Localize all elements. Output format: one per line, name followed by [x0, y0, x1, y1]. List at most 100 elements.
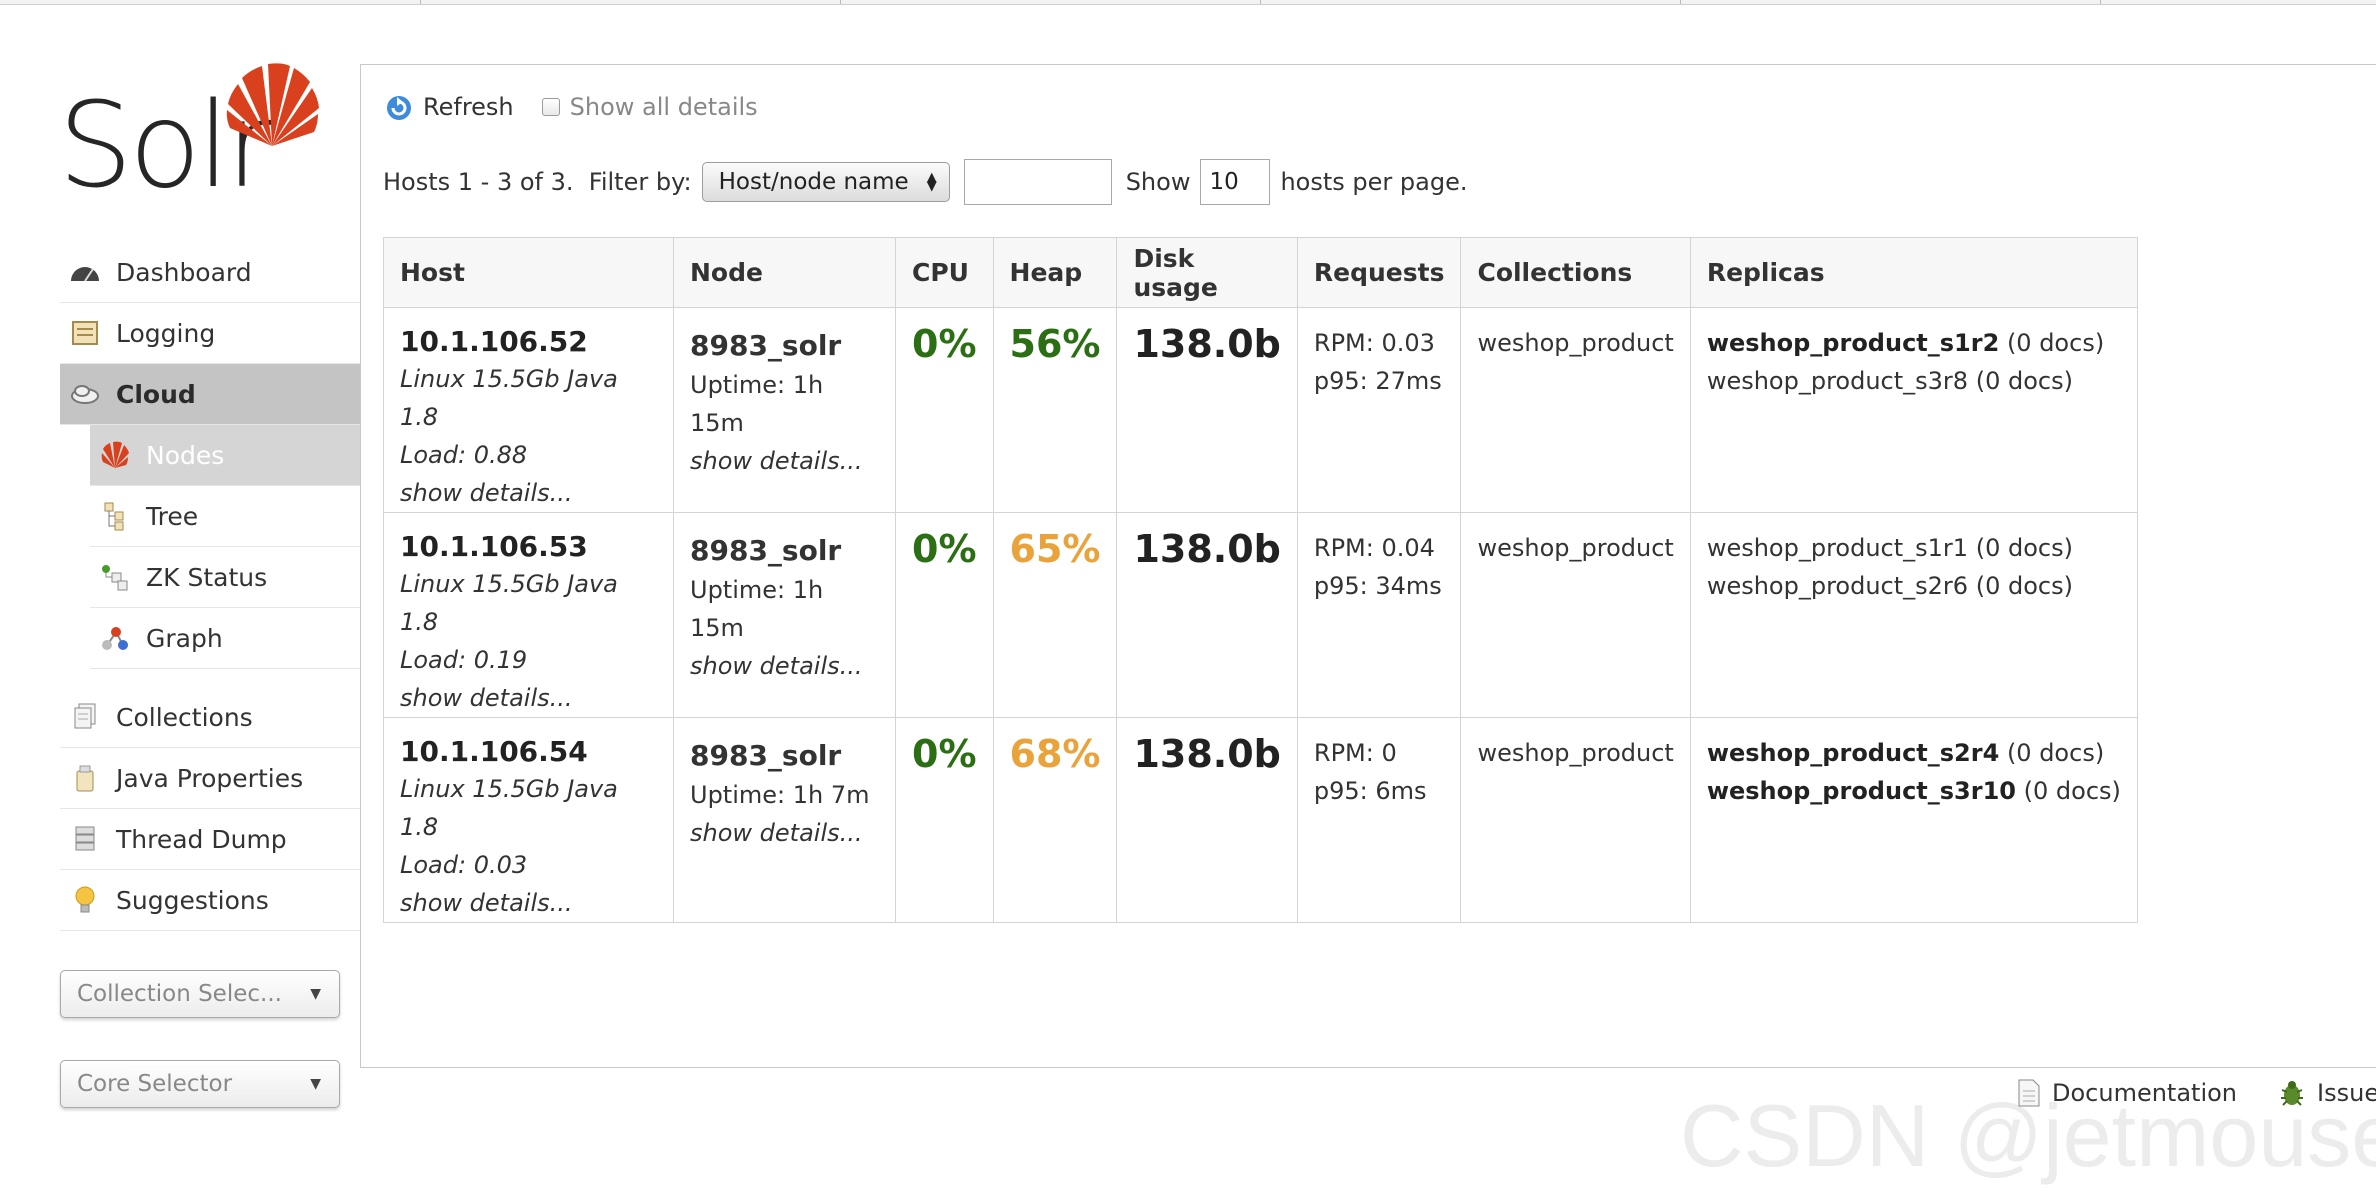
node-name: 8983_solr	[690, 534, 842, 567]
collection-link[interactable]: weshop_product	[1477, 329, 1674, 357]
collections-cell: weshop_product	[1460, 307, 1691, 513]
column-header-disk-usage[interactable]: Disk usage	[1116, 237, 1298, 308]
column-header-requests[interactable]: Requests	[1296, 237, 1462, 308]
java-properties-icon	[68, 761, 102, 795]
collection-link[interactable]: weshop_product	[1477, 739, 1674, 767]
refresh-button[interactable]: Refresh	[423, 93, 514, 121]
node-cell: 8983_solr Uptime: 1h 7m show details...	[673, 717, 896, 923]
replica-item[interactable]: weshop_product_s2r6 (0 docs)	[1707, 567, 2121, 605]
requests-cell: RPM: 0 p95: 6ms	[1296, 717, 1462, 923]
collection-link[interactable]: weshop_product	[1477, 534, 1674, 562]
sidebar-item-zk-status[interactable]: ZK Status	[90, 547, 360, 608]
sidebar-item-label: Suggestions	[116, 885, 269, 915]
disk-cell: 138.0b	[1116, 512, 1298, 718]
host-cell: 10.1.106.54 Linux 15.5Gb Java 1.8 Load: …	[383, 717, 674, 923]
disk-cell: 138.0b	[1116, 307, 1298, 513]
node-show-details-link[interactable]: show details...	[690, 652, 863, 680]
replica-docs: (0 docs)	[2006, 739, 2105, 767]
replica-docs: (0 docs)	[2006, 329, 2105, 357]
requests-rpm: RPM: 0.04	[1313, 534, 1435, 562]
sidebar-item-cloud[interactable]: Cloud	[60, 364, 360, 425]
sidebar-item-label: ZK Status	[146, 562, 268, 592]
disk-value: 138.0b	[1133, 732, 1281, 776]
host-show-details-link[interactable]: show details...	[400, 479, 573, 507]
heap-cell: 56%	[992, 307, 1118, 513]
solr-nodes-icon	[98, 438, 132, 472]
sidebar-item-java-properties[interactable]: Java Properties	[60, 748, 360, 809]
node-name: 8983_solr	[690, 329, 842, 362]
cpu-cell: 0%	[895, 307, 994, 513]
host-show-details-link[interactable]: show details...	[400, 684, 573, 712]
sidebar-item-dashboard[interactable]: Dashboard	[60, 242, 360, 303]
column-header-cpu[interactable]: CPU	[895, 237, 994, 308]
footer-links: Documentation Issue	[2016, 1078, 2376, 1108]
sidebar-item-label: Java Properties	[116, 763, 304, 793]
heap-value: 56%	[1009, 322, 1101, 366]
cpu-value: 0%	[912, 732, 977, 776]
sidebar-item-label: Thread Dump	[116, 824, 287, 854]
filter-by-value: Host/node name	[718, 169, 909, 195]
filter-by-select[interactable]: Host/node name ▲ ▼	[701, 162, 950, 202]
heap-cell: 65%	[992, 512, 1118, 718]
graph-icon	[98, 621, 132, 655]
requests-cell: RPM: 0.03 p95: 27ms	[1296, 307, 1462, 513]
show-label: Show	[1125, 168, 1191, 196]
tree-icon	[98, 499, 132, 533]
replica-item[interactable]: weshop_product_s3r10 (0 docs)	[1707, 772, 2121, 810]
browser-tab-strip	[0, 0, 2376, 5]
heap-value: 68%	[1009, 732, 1101, 776]
replica-name: weshop_product_s3r8	[1706, 367, 1969, 395]
filter-input[interactable]	[963, 159, 1112, 205]
sidebar-item-thread-dump[interactable]: Thread Dump	[60, 809, 360, 870]
show-all-details-label[interactable]: Show all details	[569, 93, 758, 121]
table-row: 10.1.106.54 Linux 15.5Gb Java 1.8 Load: …	[383, 717, 2138, 923]
node-show-details-link[interactable]: show details...	[690, 447, 863, 475]
replica-item[interactable]: weshop_product_s1r2 (0 docs)	[1707, 324, 2121, 362]
collection-selector[interactable]: Collection Selec... ▼	[60, 970, 340, 1018]
host-show-details-link[interactable]: show details...	[400, 889, 573, 917]
node-cell: 8983_solr Uptime: 1h 15m show details...	[673, 512, 896, 718]
host-cell: 10.1.106.53 Linux 15.5Gb Java 1.8 Load: …	[383, 512, 674, 718]
core-selector[interactable]: Core Selector ▼	[60, 1060, 340, 1108]
column-header-replicas[interactable]: Replicas	[1689, 237, 2138, 308]
cpu-cell: 0%	[895, 512, 994, 718]
sidebar-item-label: Collections	[116, 702, 253, 732]
sidebar-item-label: Cloud	[116, 379, 196, 409]
solr-sunburst-icon	[226, 63, 319, 147]
column-header-collections[interactable]: Collections	[1460, 237, 1691, 308]
issue-tracker-link[interactable]: Issue	[2317, 1079, 2376, 1107]
column-header-host[interactable]: Host	[383, 237, 674, 308]
replica-item[interactable]: weshop_product_s2r4 (0 docs)	[1707, 734, 2121, 772]
show-all-details-checkbox[interactable]	[541, 98, 560, 116]
sidebar-item-logging[interactable]: Logging	[60, 303, 360, 364]
sidebar-item-nodes[interactable]: Nodes	[90, 425, 360, 486]
requests-p95: p95: 34ms	[1313, 572, 1442, 600]
replica-item[interactable]: weshop_product_s1r1 (0 docs)	[1707, 529, 2121, 567]
chevron-down-icon: ▼	[310, 1076, 321, 1092]
sidebar-item-tree[interactable]: Tree	[90, 486, 360, 547]
sidebar-item-suggestions[interactable]: Suggestions	[60, 870, 360, 931]
cloud-icon	[68, 377, 102, 411]
disk-value: 138.0b	[1133, 322, 1281, 366]
requests-p95: p95: 27ms	[1313, 367, 1442, 395]
column-header-heap[interactable]: Heap	[992, 237, 1118, 308]
documentation-link[interactable]: Documentation	[2052, 1079, 2238, 1107]
sidebar-item-label: Dashboard	[116, 257, 252, 287]
document-icon	[2016, 1078, 2042, 1108]
column-header-node[interactable]: Node	[673, 237, 896, 308]
requests-p95: p95: 6ms	[1313, 777, 1427, 805]
filter-bar: Hosts 1 - 3 of 3. Filter by: Host/node n…	[383, 157, 1467, 207]
sidebar-item-graph[interactable]: Graph	[90, 608, 360, 669]
sidebar-item-label: Logging	[116, 318, 216, 348]
sidebar-nav: Dashboard Logging Cloud Nodes Tree	[60, 242, 360, 931]
sidebar-item-collections[interactable]: Collections	[60, 687, 360, 748]
solr-logo[interactable]: Solr	[58, 62, 320, 204]
node-show-details-link[interactable]: show details...	[690, 819, 863, 847]
collection-selector-label: Collection Selec...	[77, 981, 282, 1007]
replica-name: weshop_product_s3r10	[1706, 777, 2016, 805]
refresh-icon[interactable]	[383, 91, 415, 123]
replica-name: weshop_product_s1r1	[1706, 534, 1969, 562]
replica-item[interactable]: weshop_product_s3r8 (0 docs)	[1707, 362, 2121, 400]
hosts-per-page-input[interactable]: 10	[1200, 159, 1271, 205]
sidebar-item-label: Graph	[146, 623, 223, 653]
